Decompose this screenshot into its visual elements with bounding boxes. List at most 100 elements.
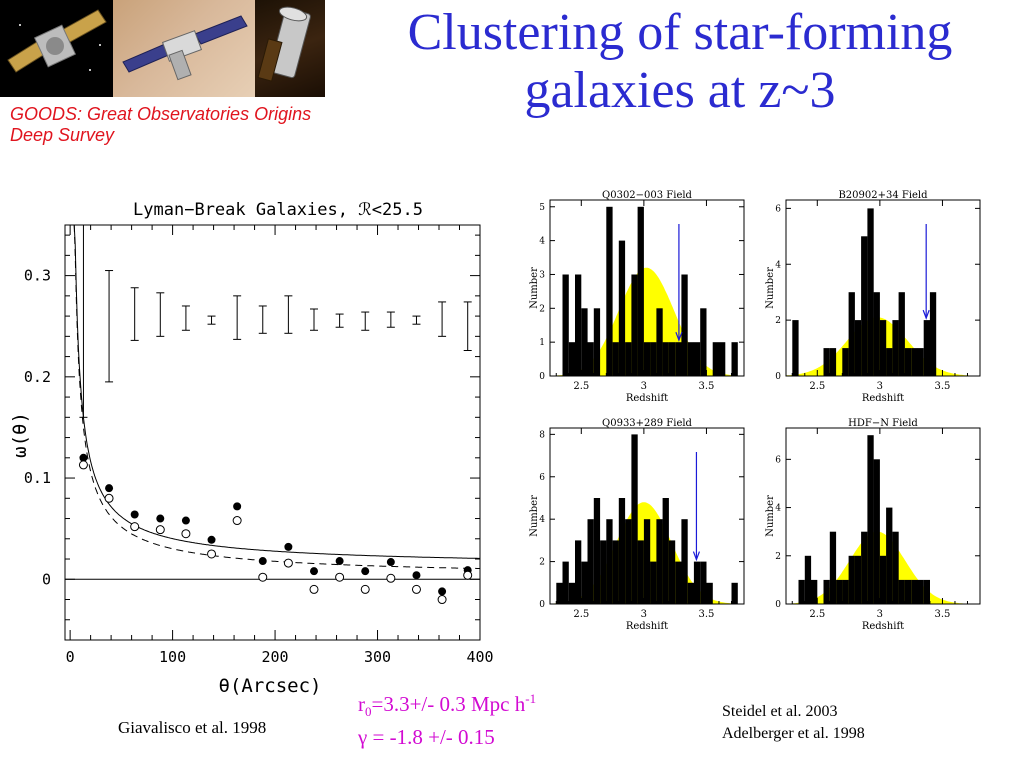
histogram-title: HDF−N Field (848, 418, 918, 429)
histogram-bar (792, 320, 799, 376)
histogram-bar (898, 292, 905, 376)
y-tick-label: 4 (539, 237, 545, 247)
x-tick-label: 2.5 (573, 381, 589, 392)
redshift-spike-arrowhead (922, 309, 930, 320)
filled-data-point (233, 502, 242, 511)
histogram-bar (848, 555, 855, 604)
filled-data-point (438, 587, 447, 596)
histogram-bar (668, 342, 676, 376)
histogram-bar (842, 348, 849, 376)
filled-data-point (156, 514, 165, 523)
histogram-title: Q0302−003 Field (602, 190, 693, 201)
histogram-bar (618, 240, 626, 376)
histogram-bar (731, 582, 738, 604)
y-tick-label: 4 (775, 504, 781, 514)
open-data-point (130, 522, 140, 532)
histogram-bar (593, 308, 601, 376)
histogram-bar (886, 348, 893, 376)
y-tick-label: 5 (539, 203, 545, 213)
histogram-bar (625, 342, 632, 376)
histogram-bar (675, 342, 682, 376)
histogram-bar (836, 579, 843, 604)
open-data-point (104, 493, 114, 503)
histogram-bar (798, 579, 805, 604)
y-tick-label: 2 (539, 558, 545, 568)
y-tick-label: 0.3 (24, 267, 51, 285)
y-tick-label: 0.1 (24, 469, 51, 487)
filled-data-point (412, 571, 421, 580)
histogram-q0302: Q0302−003 Field 2.5 3 3.5 0 1 2 3 4 5 Redshift Numb… (529, 190, 745, 404)
open-data-point (437, 595, 447, 605)
histogram-bar (700, 561, 707, 604)
histogram-bar (923, 320, 930, 376)
x-axis-label: Redshift (862, 621, 904, 632)
histogram-bar (668, 540, 676, 604)
histogram-bar (867, 435, 874, 604)
histogram-bar (662, 342, 669, 376)
histogram-bar (917, 579, 924, 604)
histogram-bar (681, 519, 688, 604)
histogram-bar (606, 206, 613, 376)
histogram-bar (886, 507, 893, 604)
x-tick-label: 200 (262, 648, 289, 666)
histogram-bar (631, 274, 638, 376)
satellite-drawing-2 (122, 15, 248, 81)
x-tick-label: 3.5 (698, 609, 714, 620)
y-tick-label: 0 (42, 570, 51, 588)
histogram-bar (637, 540, 644, 604)
filled-data-point (335, 557, 344, 566)
histogram-hdfn: HDF−N Field 2.5 3 3.5 0 2 4 6 Redshift Number (765, 418, 981, 632)
open-data-point (283, 558, 293, 568)
histogram-frame (785, 427, 981, 605)
x-tick-label: 3.5 (698, 381, 714, 392)
open-data-point (207, 549, 217, 559)
filled-data-point (79, 453, 88, 462)
citation-adelberger: Adelberger et al. 1998 (722, 725, 865, 742)
x-tick-label: 3.5 (934, 609, 950, 620)
histogram-bar (656, 519, 663, 604)
histogram-bar (811, 579, 818, 604)
histogram-bar (681, 274, 688, 376)
histogram-bar (643, 342, 651, 376)
y-tick-label: 0 (775, 372, 781, 382)
histogram-bar (898, 579, 905, 604)
histogram-bar (650, 561, 657, 604)
x-axis-label: Redshift (862, 393, 904, 404)
x-tick-label: 0 (66, 648, 75, 666)
y-tick-label: 6 (775, 204, 781, 214)
x-tick-label: 3 (877, 381, 883, 392)
histogram-bar (879, 555, 887, 604)
y-tick-label: 1 (539, 338, 545, 348)
open-data-point (232, 516, 242, 526)
r0-value: =3.3+/- 0.3 Mpc h (371, 692, 526, 716)
histogram-bar (879, 320, 887, 376)
filled-data-point (105, 484, 114, 493)
histogram-bar (892, 320, 899, 376)
open-data-point (411, 584, 421, 594)
redshift-spike-arrowhead (675, 331, 683, 342)
histogram-bar (687, 582, 694, 604)
r0-unit-exponent: -1 (525, 691, 537, 706)
open-data-point (463, 570, 473, 580)
power-law-fit-solid (73, 224, 480, 559)
y-tick-label: 2 (539, 304, 545, 314)
y-tick-label: 0.2 (24, 368, 51, 386)
histogram-bar (706, 582, 713, 604)
histogram-bar (854, 320, 862, 376)
histogram-bar (719, 342, 726, 376)
angular-correlation-chart: Lyman−Break Galaxies, ℛ<25.5 ω(θ) θ(Arcs… (9, 200, 494, 697)
citation-steidel-adelberger: Steidel et al. 2003 Adelberger et al. 19… (722, 701, 865, 745)
y-tick-label: 2 (775, 316, 781, 326)
histogram-bar (693, 561, 701, 604)
histogram-frame (785, 199, 981, 377)
slide-title: Clustering of star-forming galaxies at z… (407, 4, 953, 119)
satellite-drawing-1 (7, 9, 107, 73)
y-tick-label: 4 (539, 515, 545, 525)
y-axis-label: Number (765, 495, 776, 537)
histogram-bar (562, 274, 569, 376)
histogram-bar (848, 292, 855, 376)
open-data-point (155, 525, 165, 535)
power-law-fit-dashed (73, 224, 480, 569)
histogram-bar (575, 274, 582, 376)
histogram-bar (587, 342, 594, 376)
